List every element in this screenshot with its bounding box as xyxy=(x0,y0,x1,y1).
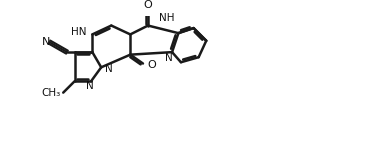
Text: N: N xyxy=(42,37,50,47)
Text: N: N xyxy=(104,64,112,74)
Text: O: O xyxy=(144,0,152,10)
Text: O: O xyxy=(147,60,156,70)
Text: NH: NH xyxy=(159,13,175,23)
Text: CH₃: CH₃ xyxy=(41,88,61,98)
Text: N: N xyxy=(165,53,173,63)
Text: HN: HN xyxy=(70,27,86,37)
Text: N: N xyxy=(86,81,93,91)
